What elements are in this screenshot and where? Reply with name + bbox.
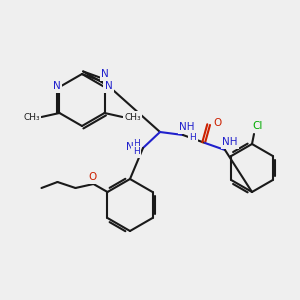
Text: N: N xyxy=(126,142,134,152)
Text: H: H xyxy=(133,139,140,148)
Text: O: O xyxy=(214,118,222,128)
Text: H: H xyxy=(190,134,196,142)
Text: H: H xyxy=(133,148,140,157)
Text: CH₃: CH₃ xyxy=(23,112,40,122)
Text: N: N xyxy=(52,81,60,91)
Text: O: O xyxy=(88,172,97,182)
Text: CH₃: CH₃ xyxy=(124,112,141,122)
Text: N: N xyxy=(101,69,109,79)
Text: Cl: Cl xyxy=(253,121,263,131)
Text: NH: NH xyxy=(179,122,195,132)
Text: NH: NH xyxy=(222,137,238,147)
Text: N: N xyxy=(105,81,112,91)
